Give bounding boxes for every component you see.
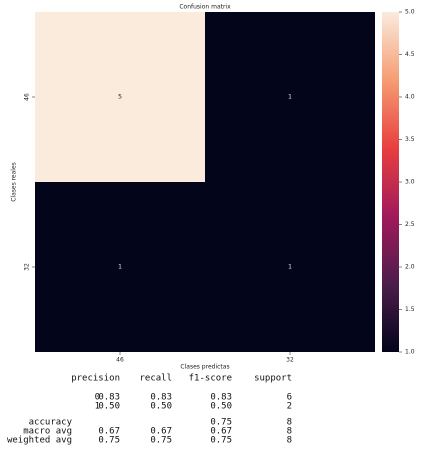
heatmap-cell [205, 12, 375, 182]
report-row-label: 1 [95, 402, 100, 412]
report-cell: 0.83 [150, 393, 172, 403]
heatmap-cell [205, 182, 375, 352]
y-tick-label: 46 [24, 93, 31, 101]
cell-label: 1 [288, 94, 292, 101]
report-cell: 8 [287, 418, 292, 428]
colorbar-tick-label: 4.5 [405, 51, 415, 58]
report-cell: 0.75 [150, 436, 172, 446]
report-cell: 0.75 [210, 436, 232, 446]
colorbar-tick-label: 3.5 [405, 136, 415, 143]
x-tick-label: 32 [286, 357, 294, 364]
report-cell: 8 [287, 436, 292, 446]
report-header: support [254, 374, 292, 384]
report-header: recall [139, 374, 172, 384]
report-cell: 0.83 [210, 393, 232, 403]
report-cell: 0.67 [210, 427, 232, 437]
report-cell: 8 [287, 427, 292, 437]
report-cell: 6 [287, 393, 292, 403]
cell-label: 5 [118, 94, 122, 101]
y-tick-label: 32 [24, 263, 31, 271]
cell-label: 1 [118, 264, 122, 271]
colorbar [382, 12, 399, 352]
report-cell: 0.50 [210, 402, 232, 412]
report-header: precision [71, 374, 120, 384]
report-row-label: accuracy [29, 418, 73, 428]
x-tick-label: 46 [116, 357, 124, 364]
colorbar-tick-label: 2.0 [405, 264, 415, 271]
report-cell: 2 [287, 402, 292, 412]
report-cell: 0.75 [210, 418, 232, 428]
report-header: f1-score [189, 374, 232, 384]
colorbar-tick-label: 3.0 [405, 179, 415, 186]
x-axis-label: Clases predictas [180, 364, 229, 371]
report-cell: 0.83 [98, 393, 120, 403]
y-axis-label: Clases reales [11, 162, 18, 202]
report-row-label: macro avg [23, 427, 72, 437]
report-cell: 0.67 [150, 427, 172, 437]
heatmap-cell [35, 12, 205, 182]
report-cell: 0.75 [98, 436, 120, 446]
colorbar-tick-label: 4.0 [405, 94, 415, 101]
report-row-label: 0 [95, 393, 100, 403]
colorbar-tick-label: 1.0 [405, 349, 415, 356]
heatmap-cell [35, 182, 205, 352]
colorbar-tick-label: 5.0 [405, 9, 415, 16]
report-cell: 0.50 [98, 402, 120, 412]
chart-title: Confusion matrix [179, 4, 231, 11]
colorbar-tick-label: 2.5 [405, 221, 415, 228]
report-cell: 0.50 [150, 402, 172, 412]
report-row-label: weighted avg [7, 436, 72, 446]
cell-label: 1 [288, 264, 292, 271]
report-cell: 0.67 [98, 427, 120, 437]
colorbar-tick-label: 1.5 [405, 306, 415, 313]
